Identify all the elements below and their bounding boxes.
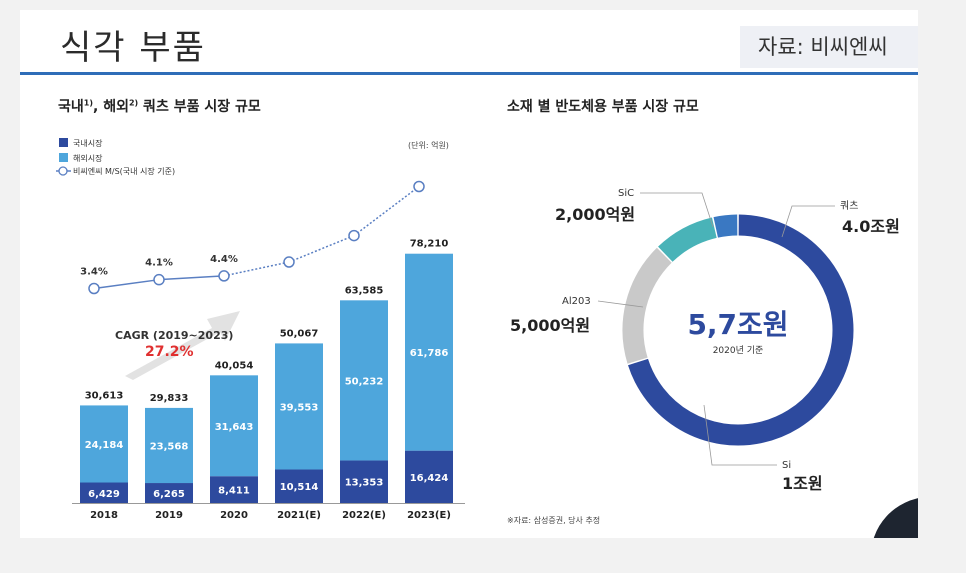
label-total: 29,833 — [150, 393, 189, 404]
slice-name-sic: SiC — [618, 188, 634, 199]
ms-point — [348, 229, 360, 242]
label-total: 30,613 — [85, 390, 124, 401]
ms-line-segment — [223, 261, 290, 277]
label-domestic: 16,424 — [410, 473, 449, 484]
ms-line-segment — [158, 275, 225, 281]
donut-center-value: 5,7조원 — [687, 308, 788, 341]
label-domestic: 8,411 — [218, 486, 250, 497]
slice-value-quartz: 4.0조원 — [842, 217, 900, 236]
bar-overseas — [275, 343, 323, 470]
bar-domestic — [210, 476, 258, 503]
bar-domestic — [80, 482, 128, 503]
cagr-value: 27.2% — [145, 344, 194, 360]
legend-swatch-domestic — [59, 138, 68, 147]
x-tick-label: 2022(E) — [342, 510, 386, 521]
legend-label-overseas: 해외시장 — [73, 153, 103, 163]
leader-al2o3 — [597, 300, 644, 308]
unit-note: (단위: 억원) — [408, 141, 449, 150]
bar-domestic — [405, 450, 453, 503]
label-overseas: 31,643 — [215, 422, 254, 433]
legend-label-domestic: 국내시장 — [73, 138, 103, 148]
leader-sic — [640, 192, 714, 228]
bar-group-2020: 8,411 31,643 40,054 2020 — [210, 360, 258, 521]
title-domestic: 국내 — [58, 99, 84, 115]
footnote: ※자료: 삼성증권, 당사 추정 — [507, 516, 601, 525]
label-overseas: 50,232 — [345, 376, 384, 387]
slice-value-si: 1조원 — [782, 474, 823, 493]
title-rest: 쿼츠 부품 시장 규모 — [138, 99, 261, 115]
left-chart-title: 국내1), 해외2) 쿼츠 부품 시장 규모 — [58, 96, 261, 116]
label-overseas: 61,786 — [410, 348, 449, 359]
material-donut-chart: 5,7조원 2020년 기준 쿼츠 4.0조원 Si 1조원 Al203 5,000억원 SiC… — [510, 188, 900, 493]
bar-group-2018: 6,429 24,184 30,613 2018 — [80, 390, 128, 521]
x-tick-label: 2021(E) — [277, 510, 321, 521]
donut-slice-Si — [622, 247, 672, 364]
label-domestic: 13,353 — [345, 478, 384, 489]
x-tick-label: 2020 — [220, 510, 248, 521]
x-tick-label: 2018 — [90, 510, 118, 521]
label-domestic: 10,514 — [280, 482, 319, 493]
donut-slice-쿼츠 — [628, 214, 854, 446]
legend-marker-ms — [58, 166, 68, 176]
slice-value-sic: 2,000억원 — [555, 205, 635, 224]
ms-label: 4.4% — [210, 254, 238, 265]
slice-value-al2o3: 5,000억원 — [510, 316, 590, 335]
ms-line-segment — [353, 185, 420, 237]
bar-group-2019: 6,265 23,568 29,833 2019 — [145, 393, 193, 521]
bar-overseas — [80, 405, 128, 483]
ms-line-segment — [93, 278, 160, 290]
label-domestic: 6,429 — [88, 489, 120, 500]
bar-domestic — [340, 460, 388, 503]
title-domestic-sup: 1) — [83, 98, 93, 108]
x-tick-label: 2023(E) — [407, 510, 451, 521]
bar-group-2021(E): 10,514 39,553 50,067 2021(E) — [275, 328, 323, 521]
leader-quartz — [781, 205, 835, 238]
cagr-arrow — [125, 311, 240, 380]
cagr-label: CAGR (2019~2023) — [115, 329, 233, 342]
ms-point — [283, 256, 295, 268]
bar-overseas — [145, 407, 193, 484]
label-overseas: 39,553 — [280, 402, 319, 413]
label-domestic: 6,265 — [153, 489, 185, 500]
bar-domestic — [145, 483, 193, 503]
right-chart-title: 소재 별 반도체용 부품 시장 규모 — [507, 99, 699, 115]
donut-slice-SiC — [713, 214, 738, 238]
donut-center-note: 2020년 기준 — [713, 345, 764, 356]
label-total: 78,210 — [410, 239, 449, 250]
label-overseas: 23,568 — [150, 441, 189, 452]
slice-name-al2o3: Al203 — [562, 296, 591, 307]
bar-overseas — [340, 300, 388, 461]
leader-si — [703, 404, 777, 466]
page-title: 식각 부품 — [60, 28, 206, 68]
slide: 식각 부품 자료: 비씨엔씨 국내1), 해외2) 쿼츠 부품 시장 규모 소재… — [20, 10, 918, 538]
title-overseas-sup: 2) — [128, 98, 139, 108]
bar-overseas — [405, 253, 453, 451]
legend-swatch-overseas — [59, 153, 68, 162]
label-total: 50,067 — [280, 328, 319, 339]
label-total: 63,585 — [345, 285, 384, 296]
bar-overseas — [210, 375, 258, 477]
bar-group-2022(E): 13,353 50,232 63,585 2022(E) — [340, 285, 388, 521]
ms-point — [218, 270, 230, 282]
slice-name-quartz: 쿼츠 — [840, 200, 858, 212]
title-divider — [20, 72, 918, 75]
bar-domestic — [275, 469, 323, 503]
ms-point — [88, 282, 100, 295]
ms-point — [413, 180, 425, 193]
bar-group-2023(E): 16,424 61,786 78,210 2023(E) — [405, 239, 453, 521]
label-overseas: 24,184 — [85, 440, 124, 451]
source-label: 자료: 비씨엔씨 — [740, 26, 918, 68]
legend-label-ms: 비씨엔씨 M/S(국내 시장 기준) — [73, 166, 175, 176]
slice-name-si: Si — [782, 460, 791, 471]
ms-label: 3.4% — [80, 267, 108, 278]
donut-slice-Al203 — [658, 217, 718, 263]
x-tick-label: 2019 — [155, 510, 183, 521]
ms-point — [153, 273, 165, 286]
title-overseas: , 해외 — [93, 99, 129, 115]
ms-label: 4.1% — [145, 258, 173, 269]
label-total: 40,054 — [215, 360, 254, 371]
